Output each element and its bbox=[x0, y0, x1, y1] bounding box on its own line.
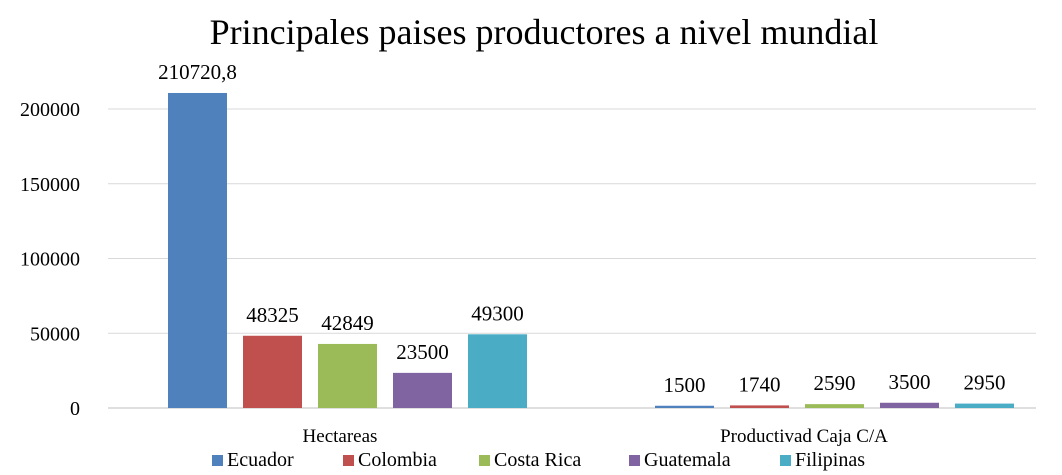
y-tick-label: 100000 bbox=[20, 249, 80, 271]
legend-label: Guatemala bbox=[644, 449, 731, 471]
legend-swatch bbox=[343, 455, 354, 466]
x-tick-label: Productivad Caja C/A bbox=[720, 426, 888, 447]
data-label: 23500 bbox=[396, 340, 449, 364]
legend-swatch bbox=[212, 455, 223, 466]
bar bbox=[168, 92, 227, 408]
data-label: 1740 bbox=[739, 372, 781, 396]
bar bbox=[318, 343, 377, 408]
bar bbox=[730, 405, 789, 408]
data-label: 49300 bbox=[471, 301, 524, 325]
bar bbox=[880, 402, 939, 408]
legend-label: Ecuador bbox=[227, 449, 294, 471]
data-label: 2950 bbox=[964, 371, 1006, 395]
y-tick-label: 50000 bbox=[30, 323, 80, 345]
legend-label: Filipinas bbox=[795, 449, 865, 471]
bar bbox=[468, 334, 527, 408]
legend-label: Colombia bbox=[358, 449, 437, 471]
chart-title: Principales paises productores a nivel m… bbox=[210, 12, 879, 52]
data-label: 1500 bbox=[664, 373, 706, 397]
data-label: 210720,8 bbox=[158, 60, 237, 84]
data-label: 3500 bbox=[889, 370, 931, 394]
legend-swatch bbox=[629, 455, 640, 466]
bar bbox=[655, 405, 714, 408]
legend-swatch bbox=[479, 455, 490, 466]
legend-label: Costa Rica bbox=[494, 449, 581, 471]
bar bbox=[393, 372, 452, 408]
y-tick-label: 0 bbox=[70, 398, 80, 420]
x-tick-label: Hectareas bbox=[303, 426, 378, 447]
data-label: 42849 bbox=[321, 311, 374, 335]
data-label: 2590 bbox=[814, 371, 856, 395]
data-label: 48325 bbox=[246, 303, 299, 327]
bar bbox=[243, 335, 302, 408]
legend-swatch bbox=[780, 455, 791, 466]
y-tick-label: 200000 bbox=[20, 99, 80, 121]
bar bbox=[805, 404, 864, 408]
y-tick-label: 150000 bbox=[20, 174, 80, 196]
bar bbox=[955, 403, 1014, 408]
